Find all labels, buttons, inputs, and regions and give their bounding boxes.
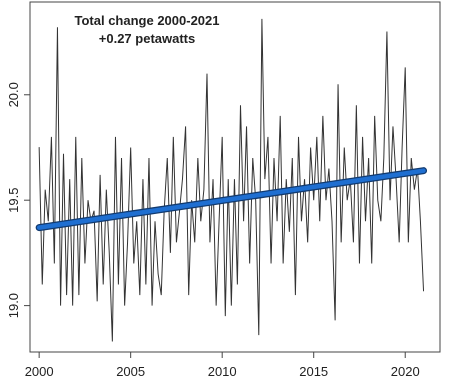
data-line [38,18,425,342]
annotation: +0.27 petawatts [99,31,195,46]
x-tick-label: 2010 [208,364,237,379]
y-tick-label: 20.0 [6,82,21,107]
trend-line [36,168,426,230]
y-tick-label: 19.0 [6,293,21,318]
x-tick-label: 2005 [116,364,145,379]
y-tick-label: 19.5 [6,188,21,213]
x-tick-label: 2020 [391,364,420,379]
plot-frame [29,1,441,353]
annotation: Total change 2000-2021 [75,13,220,28]
x-tick-label: 2015 [299,364,328,379]
x-tick-label: 2000 [25,364,54,379]
